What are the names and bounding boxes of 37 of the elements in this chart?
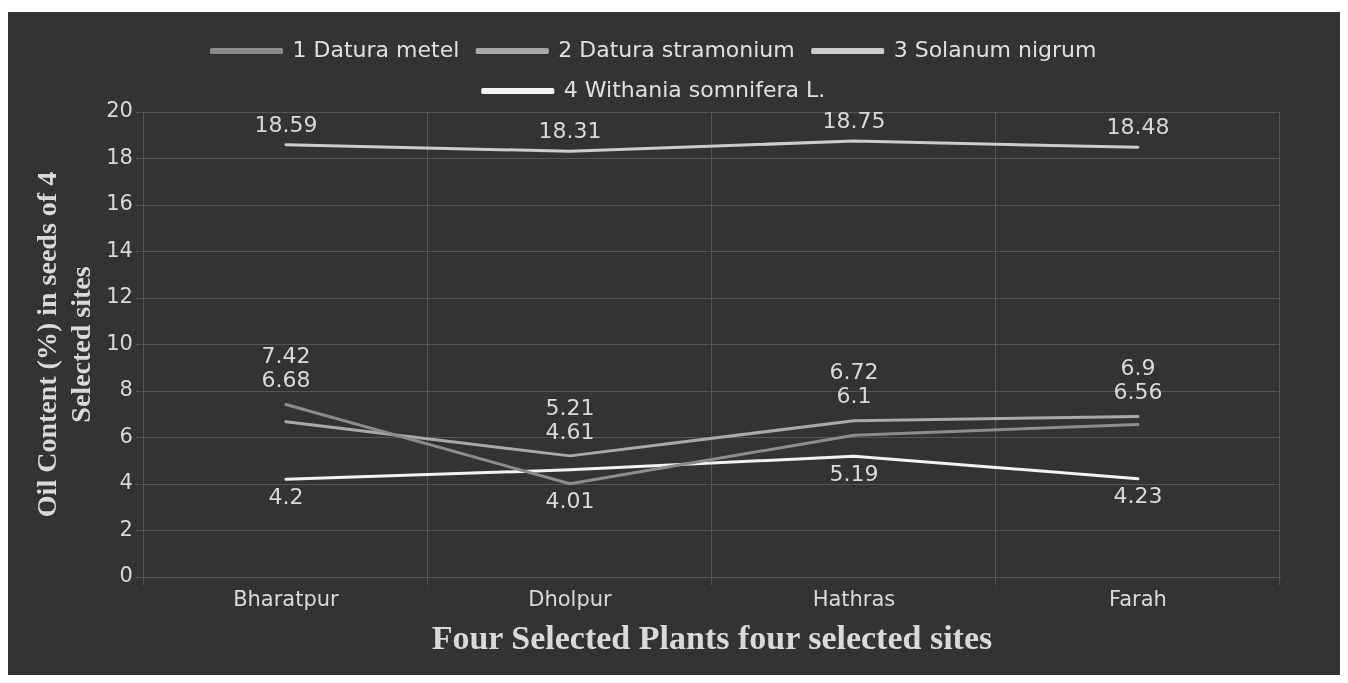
y-tick-label: 6 bbox=[119, 423, 133, 448]
data-label: 6.72 bbox=[829, 359, 879, 385]
y-tick-label: 18 bbox=[106, 144, 133, 169]
data-label: 18.59 bbox=[254, 111, 318, 137]
y-tick-label: 4 bbox=[119, 470, 133, 495]
x-tick-label: Bharatpur bbox=[233, 587, 340, 612]
data-label: 5.19 bbox=[829, 461, 879, 487]
data-label: 4.23 bbox=[1113, 483, 1163, 509]
y-tick-label: 2 bbox=[119, 516, 133, 541]
data-label: 6.68 bbox=[261, 367, 311, 393]
x-tick-label: Dholpur bbox=[528, 587, 613, 612]
legend-label: 1 Datura metel bbox=[292, 36, 460, 62]
y-axis-title: Oil Content (%) in seeds of 4 Selected sites bbox=[31, 171, 96, 518]
legend-label: 3 Solanum nigrum bbox=[893, 36, 1097, 62]
data-label: 7.42 bbox=[261, 343, 311, 369]
x-axis-title: Four Selected Plants four selected sites bbox=[431, 619, 993, 657]
legend-label: 2 Datura stramonium bbox=[558, 36, 795, 62]
data-label: 4.01 bbox=[545, 488, 595, 514]
legend-label: 4 Withania somnifera L. bbox=[563, 76, 826, 102]
data-label: 5.21 bbox=[545, 394, 595, 420]
data-label: 4.61 bbox=[545, 418, 595, 444]
y-tick-label: 0 bbox=[119, 563, 133, 588]
data-label: 6.1 bbox=[836, 383, 872, 409]
data-label: 6.56 bbox=[1113, 379, 1163, 405]
data-label: 4.2 bbox=[268, 484, 304, 510]
y-tick-label: 20 bbox=[106, 98, 133, 123]
data-label: 18.75 bbox=[822, 107, 886, 133]
data-label: 18.31 bbox=[538, 118, 602, 144]
y-tick-label: 16 bbox=[106, 191, 133, 216]
y-tick-label: 14 bbox=[106, 237, 133, 262]
data-label: 18.48 bbox=[1106, 114, 1170, 140]
x-tick-label: Farah bbox=[1109, 587, 1167, 612]
y-tick-label: 10 bbox=[106, 330, 133, 355]
data-label: 6.9 bbox=[1120, 355, 1156, 381]
y-tick-label: 8 bbox=[119, 377, 133, 402]
x-tick-label: Hathras bbox=[812, 587, 896, 612]
y-tick-label: 12 bbox=[106, 284, 133, 309]
